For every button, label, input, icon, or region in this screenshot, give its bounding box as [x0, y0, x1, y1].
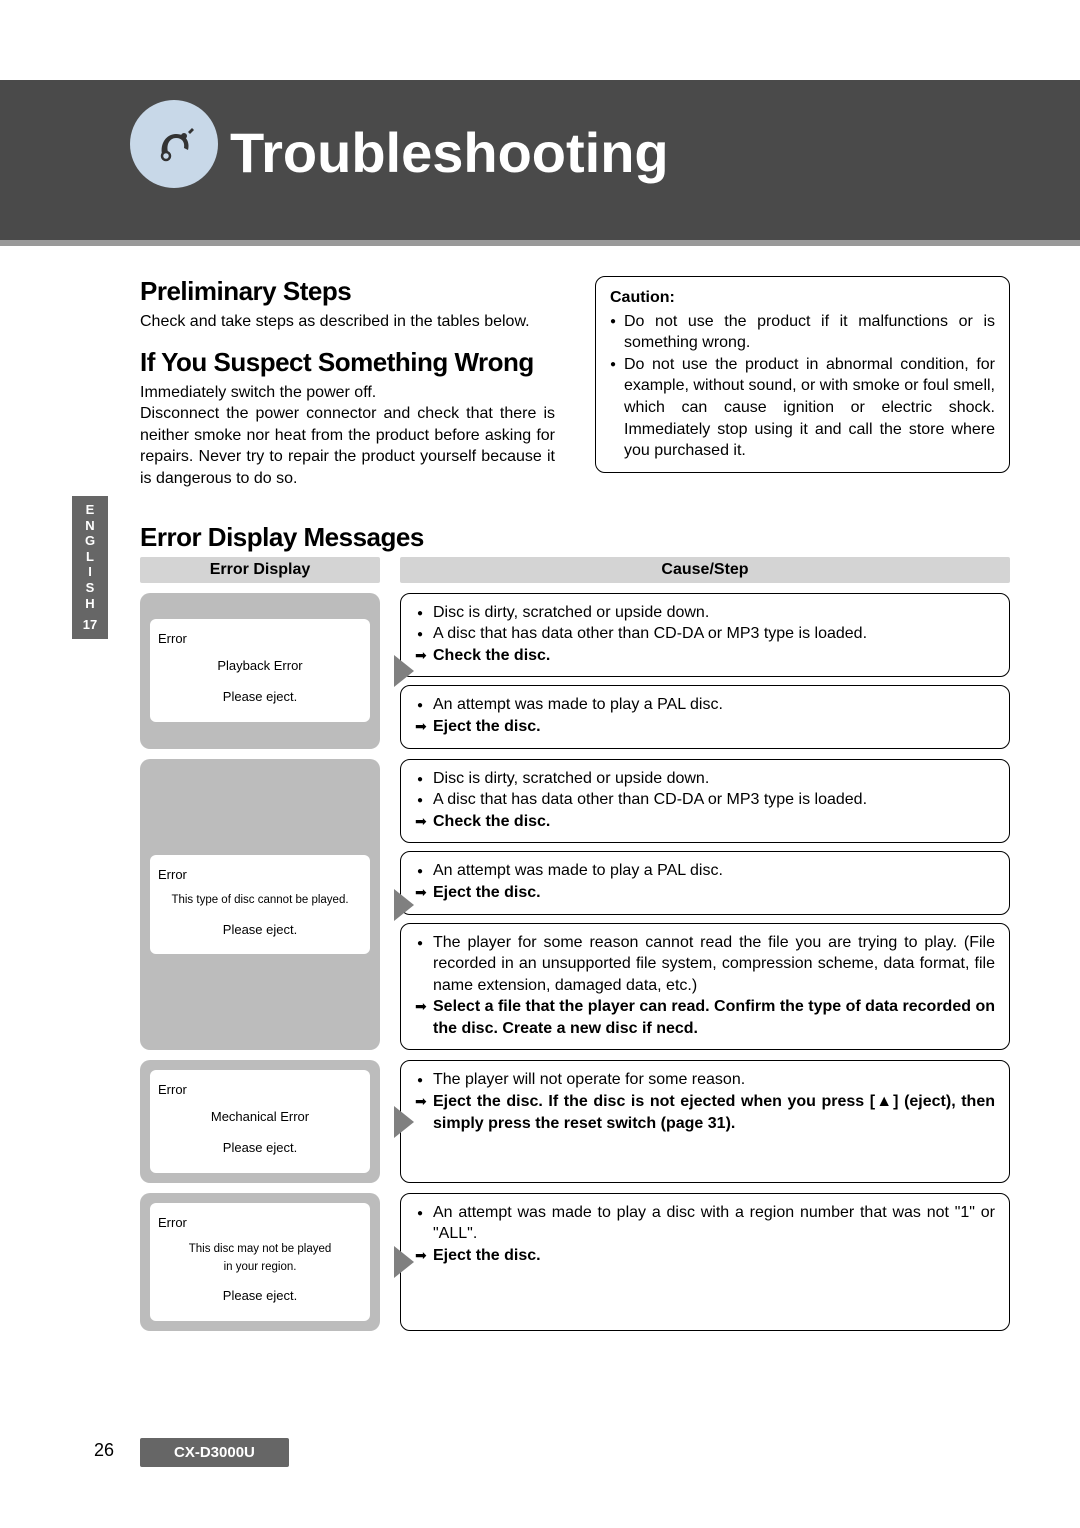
cause-column: The player will not operate for some rea…: [400, 1060, 1010, 1182]
language-page-num: 17: [72, 617, 108, 633]
cause-action: Check the disc.: [415, 645, 995, 667]
error-table-header: Error Display Cause/Step: [140, 557, 1010, 583]
caution-title: Caution:: [610, 287, 995, 309]
caution-item: Do not use the product in abnormal condi…: [610, 354, 995, 462]
caution-list: Do not use the product if it malfunction…: [610, 311, 995, 462]
cause-bullet: The player for some reason cannot read t…: [415, 932, 995, 997]
suspect-wrong-p1: Immediately switch the power off.: [140, 382, 555, 404]
model-badge: CX-D3000U: [140, 1438, 289, 1467]
cause-action: Eject the disc.: [415, 716, 995, 738]
th-cause-step: Cause/Step: [400, 557, 1010, 583]
error-display-panel: Error Playback Error Please eject.: [140, 593, 380, 749]
troubleshoot-icon: [130, 100, 218, 188]
cause-action: Eject the disc. If the disc is not eject…: [415, 1091, 995, 1134]
cause-bullet: An attempt was made to play a PAL disc.: [415, 860, 995, 882]
cause-action: Select a file that the player can read. …: [415, 996, 995, 1039]
error-row: Error This disc may not be played in your…: [140, 1193, 1010, 1331]
preliminary-steps-heading: Preliminary Steps: [140, 276, 555, 307]
cause-column: Disc is dirty, scratched or upside down.…: [400, 593, 1010, 749]
page-number: 26: [94, 1440, 114, 1461]
cause-bullet: The player will not operate for some rea…: [415, 1069, 995, 1091]
cause-box: An attempt was made to play a PAL disc.E…: [400, 851, 1010, 914]
arrow-icon: [394, 1106, 414, 1138]
page-title: Troubleshooting: [230, 120, 669, 185]
cause-bullet: A disc that has data other than CD-DA or…: [415, 789, 995, 811]
error-label: Error: [158, 1080, 362, 1101]
cause-bullet: Disc is dirty, scratched or upside down.: [415, 768, 995, 790]
cause-bullet: Disc is dirty, scratched or upside down.: [415, 602, 995, 624]
cause-action: Eject the disc.: [415, 882, 995, 904]
error-display-panel: Error Mechanical Error Please eject.: [140, 1060, 380, 1182]
error-display-box: Error This disc may not be played in your…: [150, 1203, 370, 1321]
arrow-icon: [394, 889, 414, 921]
error-instruction: Please eject.: [158, 687, 362, 708]
cause-box: The player will not operate for some rea…: [400, 1060, 1010, 1182]
error-message: This disc may not be played in your regi…: [158, 1240, 362, 1277]
error-message: Mechanical Error: [158, 1107, 362, 1128]
language-tab: E N G L I S H 17: [72, 496, 108, 639]
cause-box: An attempt was made to play a disc with …: [400, 1193, 1010, 1331]
language-label: E N G L I S H: [72, 502, 108, 611]
caution-item: Do not use the product if it malfunction…: [610, 311, 995, 354]
cause-column: An attempt was made to play a disc with …: [400, 1193, 1010, 1331]
preliminary-steps-body: Check and take steps as described in the…: [140, 311, 555, 333]
cause-column: Disc is dirty, scratched or upside down.…: [400, 759, 1010, 1051]
arrow-icon: [394, 1246, 414, 1278]
cause-box: An attempt was made to play a PAL disc.E…: [400, 685, 1010, 748]
suspect-wrong-heading: If You Suspect Something Wrong: [140, 347, 555, 378]
error-display-panel: Error This type of disc cannot be played.…: [140, 759, 380, 1051]
error-instruction: Please eject.: [158, 920, 362, 941]
cause-bullet: An attempt was made to play a PAL disc.: [415, 694, 995, 716]
error-label: Error: [158, 865, 362, 886]
cause-box: Disc is dirty, scratched or upside down.…: [400, 759, 1010, 844]
arrow-icon: [394, 655, 414, 687]
error-message: Playback Error: [158, 656, 362, 677]
cause-bullet: A disc that has data other than CD-DA or…: [415, 623, 995, 645]
cause-bullet: An attempt was made to play a disc with …: [415, 1202, 995, 1245]
error-label: Error: [158, 629, 362, 650]
cause-box: Disc is dirty, scratched or upside down.…: [400, 593, 1010, 678]
cause-box: The player for some reason cannot read t…: [400, 923, 1010, 1051]
error-label: Error: [158, 1213, 362, 1234]
header-banner: Troubleshooting: [0, 80, 1080, 240]
error-row: Error Playback Error Please eject. Disc is …: [140, 593, 1010, 749]
cause-action: Eject the disc.: [415, 1245, 995, 1267]
suspect-wrong-p2: Disconnect the power connector and check…: [140, 403, 555, 489]
error-display-box: Error Playback Error Please eject.: [150, 619, 370, 721]
caution-box: Caution: Do not use the product if it ma…: [595, 276, 1010, 473]
error-message: This type of disc cannot be played.: [158, 891, 362, 909]
error-row: Error This type of disc cannot be played.…: [140, 759, 1010, 1051]
cause-action: Check the disc.: [415, 811, 995, 833]
error-messages-heading: Error Display Messages: [140, 522, 1010, 553]
error-display-box: Error Mechanical Error Please eject.: [150, 1070, 370, 1172]
error-display-box: Error This type of disc cannot be played.…: [150, 855, 370, 955]
error-row: Error Mechanical Error Please eject. The pl…: [140, 1060, 1010, 1182]
error-display-panel: Error This disc may not be played in your…: [140, 1193, 380, 1331]
error-instruction: Please eject.: [158, 1286, 362, 1307]
th-error-display: Error Display: [140, 557, 380, 583]
error-instruction: Please eject.: [158, 1138, 362, 1159]
